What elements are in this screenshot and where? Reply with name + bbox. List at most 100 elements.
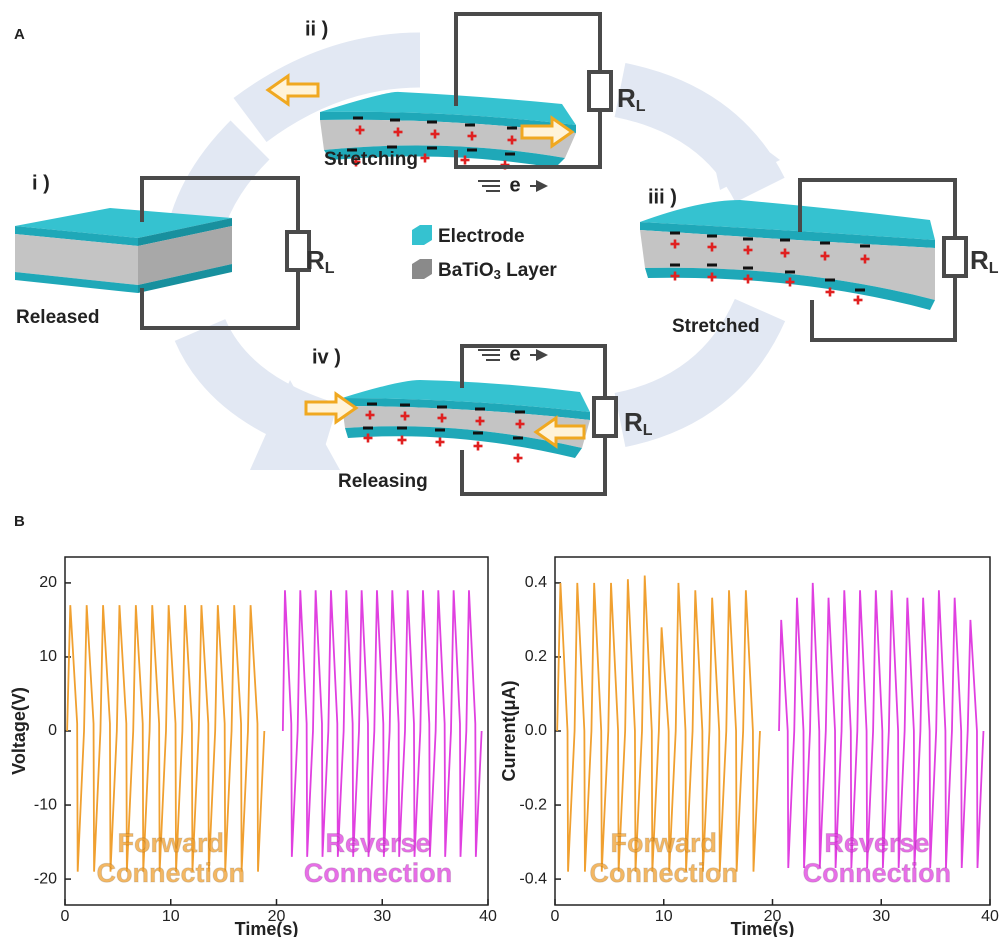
resistor-label: RL	[970, 245, 999, 277]
charges-part	[427, 121, 437, 124]
x-tick-label: 10	[162, 908, 180, 925]
y-axis-label: Current(μA)	[499, 680, 519, 781]
rl-symbol: R	[970, 245, 989, 275]
charges-part	[860, 245, 870, 248]
series-label: Reverse Connection	[792, 828, 962, 888]
resistor	[944, 238, 966, 276]
electron-label: e	[509, 343, 520, 365]
slab-stretched	[640, 200, 935, 310]
charges-part	[743, 267, 753, 270]
x-tick-label: 30	[373, 908, 391, 925]
rl-symbol: R	[306, 245, 325, 275]
state-number: ii )	[305, 18, 328, 40]
rl-symbol: R	[617, 83, 636, 113]
charges-part	[353, 117, 363, 120]
charges-part	[707, 235, 717, 238]
charges-part	[465, 124, 475, 127]
legend-label-sub: 3	[494, 267, 501, 282]
legend-label-part: BaTiO	[438, 260, 494, 281]
series-line	[283, 590, 482, 857]
rl-sub: L	[325, 260, 335, 277]
legend-icons	[412, 225, 432, 279]
charges-part	[367, 403, 377, 406]
series-label: Forward Connection	[86, 828, 256, 888]
y-tick-label: 0.0	[525, 722, 547, 739]
charges-part	[400, 404, 410, 407]
x-tick-label: 0	[61, 908, 70, 925]
charges-part	[474, 442, 483, 451]
slab-released	[15, 208, 232, 293]
y-tick-label: 20	[39, 574, 57, 591]
legend-label: BaTiO3 Layer	[438, 260, 557, 282]
charges-part	[437, 406, 447, 409]
resistor-label: RL	[306, 245, 335, 277]
legend-label-part: Layer	[501, 260, 558, 281]
y-tick-label: 0.2	[525, 648, 547, 665]
state-caption: Releasing	[338, 471, 428, 492]
page: {"panel_a": {"label": "A", "states": [{"…	[0, 0, 1006, 937]
x-axis-label: Time(s)	[731, 919, 795, 937]
x-axis-label: Time(s)	[235, 919, 299, 937]
charges-part	[427, 147, 437, 150]
y-tick-label: -0.4	[519, 870, 547, 887]
charges-part	[398, 436, 407, 445]
charges-part	[855, 289, 865, 292]
charges-part	[670, 264, 680, 267]
charges-part	[505, 153, 515, 156]
x-tick-label: 0	[551, 908, 560, 925]
panel-label: B	[14, 513, 25, 530]
state-number: i )	[32, 172, 50, 194]
x-tick-label: 40	[479, 908, 497, 925]
charges-part	[467, 149, 477, 152]
legend-icons-part	[412, 225, 432, 245]
x-tick-label: 10	[655, 908, 673, 925]
figure: e e Electrode BaTiO3 Layer RL RL RL RL A…	[0, 0, 1006, 937]
y-tick-label: -10	[34, 796, 57, 813]
state-caption: Stretched	[672, 316, 760, 337]
x-tick-label: 40	[981, 908, 999, 925]
y-axis-label: Voltage(V)	[9, 687, 29, 775]
rl-sub: L	[643, 422, 653, 439]
state-caption: Stretching	[324, 149, 418, 170]
panel-label: A	[14, 26, 25, 43]
charges-part	[780, 239, 790, 242]
state-caption: Released	[16, 307, 99, 328]
rl-sub: L	[989, 260, 999, 277]
charges-part	[507, 127, 517, 130]
charges-part	[435, 429, 445, 432]
y-tick-label: 10	[39, 648, 57, 665]
state-number: iv )	[312, 346, 341, 368]
x-tick-label: 30	[872, 908, 890, 925]
legend-label: Electrode	[438, 226, 525, 247]
legend-icons-part	[412, 259, 432, 279]
charges-part	[436, 438, 445, 447]
charges-part	[514, 454, 523, 463]
series-label: Forward Connection	[579, 828, 749, 888]
series-line	[779, 583, 983, 868]
resistor	[589, 72, 611, 110]
charges-part	[513, 437, 523, 440]
y-tick-label: -20	[34, 870, 57, 887]
charges-part	[820, 242, 830, 245]
electron-label: e	[509, 174, 520, 196]
charges-part	[363, 427, 373, 430]
state-number: iii )	[648, 186, 677, 208]
charges-part	[670, 232, 680, 235]
y-tick-label: -0.2	[519, 796, 547, 813]
resistor	[594, 398, 616, 436]
charges-part	[785, 271, 795, 274]
charges-part	[473, 432, 483, 435]
y-tick-label: 0	[48, 722, 57, 739]
charges-part	[390, 119, 400, 122]
rl-sub: L	[636, 98, 646, 115]
charges-part	[515, 411, 525, 414]
charges-part	[743, 238, 753, 241]
charges-part	[397, 427, 407, 430]
charges-part	[475, 408, 485, 411]
series-label: Reverse Connection	[293, 828, 463, 888]
y-tick-label: 0.4	[525, 574, 547, 591]
charges-part	[854, 296, 863, 305]
rl-symbol: R	[624, 407, 643, 437]
charges-part	[825, 279, 835, 282]
charges-part	[707, 264, 717, 267]
